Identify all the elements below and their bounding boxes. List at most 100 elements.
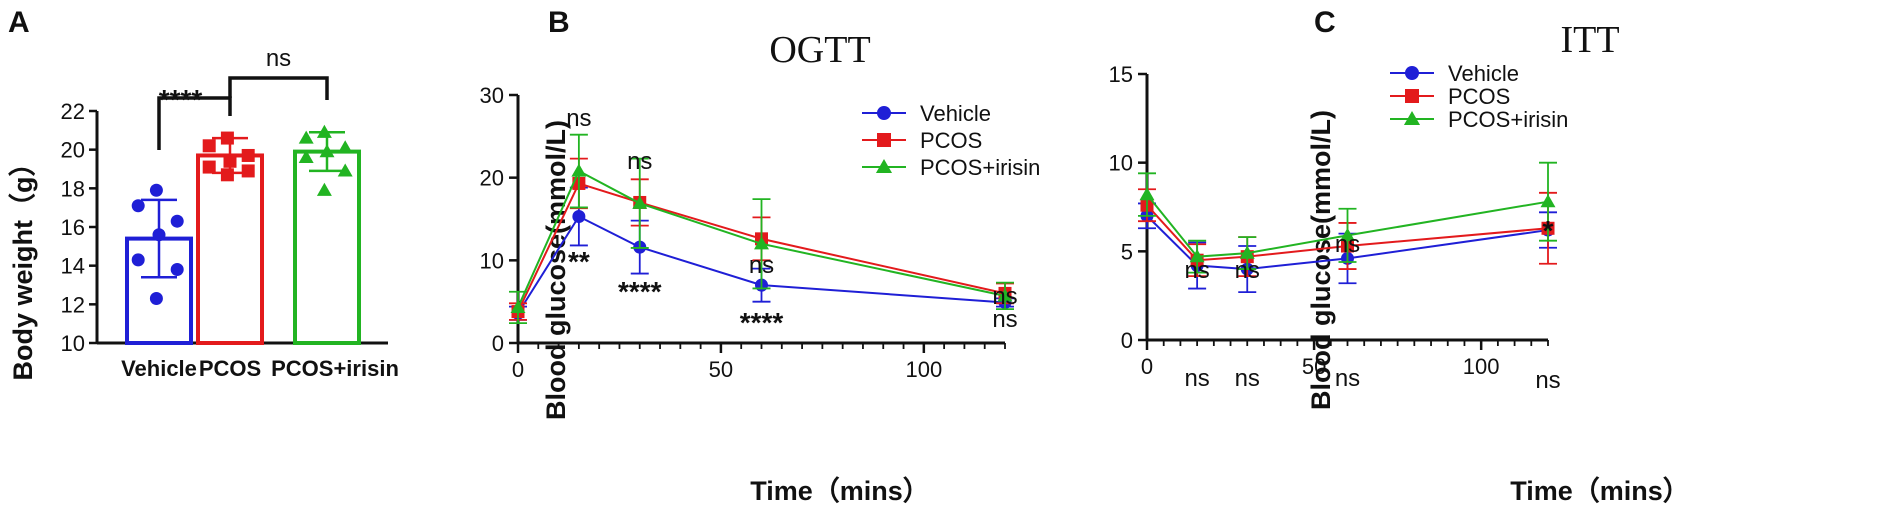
panel-c-legend-label: PCOS	[1448, 84, 1510, 109]
panel-a-ylabel: Body weight（g）	[8, 150, 38, 381]
panel-c-legend-marker	[1405, 89, 1419, 103]
panel-a-ytick-label: 10	[61, 331, 85, 356]
panel-c-xlabel: Time（mins）	[1510, 476, 1690, 506]
panel-a-category-label: PCOS	[199, 356, 261, 381]
panel-b-data-point	[997, 288, 1013, 302]
panel-b-legend-marker	[877, 106, 891, 120]
panel-c-annotation-above: ns	[1184, 257, 1209, 284]
panel-b-data-point	[510, 299, 526, 314]
panel-a-data-point	[170, 214, 184, 228]
panel-c-ytick-label: 15	[1109, 62, 1133, 87]
panel-a-data-point	[298, 130, 314, 144]
panel-a-data-point	[202, 160, 216, 174]
panel-a-data-point	[337, 140, 353, 154]
panel-a-data-point	[131, 199, 145, 213]
panel-a-data-point	[202, 139, 216, 153]
panel-a-data-point	[131, 253, 145, 267]
panel-a-category-label: Vehicle	[121, 356, 197, 381]
panel-b-ytick-label: 30	[480, 83, 504, 108]
panel-a-ytick-label: 22	[61, 99, 85, 124]
panel-b-ytick-label: 0	[492, 331, 504, 356]
panel-a-significance-label: ns	[266, 45, 291, 72]
panel-a-data-point	[220, 131, 234, 145]
panel-c-data-point	[1340, 227, 1355, 241]
panel-a-bar	[196, 153, 264, 345]
panel-c-data-point	[1239, 245, 1255, 259]
panel-c-xtick-label: 0	[1141, 354, 1153, 379]
panel-c-annotation-above: ns	[1335, 231, 1360, 258]
panel-a-data-point	[337, 163, 353, 177]
panel-c-data-point	[1540, 194, 1556, 208]
panel-b-annotation-above: ns	[992, 283, 1017, 310]
panel-a-data-point	[316, 124, 332, 138]
panel-b-annotation-below: ****	[618, 276, 662, 307]
panel-c-annotation-below: ns	[1184, 365, 1209, 392]
panel-letter-b: B	[548, 6, 570, 39]
panel-b-xtick-label: 100	[905, 357, 942, 382]
panel-b-legend-label: PCOS	[920, 128, 982, 153]
panel-c-legend-label: Vehicle	[1448, 61, 1519, 86]
panel-b-ytick-label: 20	[480, 166, 504, 191]
panel-b-data-point	[632, 195, 648, 209]
panel-b-annotation-below: **	[568, 246, 590, 277]
panel-b-legend-marker	[877, 133, 891, 147]
panel-c-xtick-label: 100	[1463, 354, 1500, 379]
panel-c-legend-marker	[1403, 110, 1421, 126]
panel-a-ytick-label: 16	[61, 215, 85, 240]
panel-b-ytick-label: 10	[480, 248, 504, 273]
panel-c-annotation-above: *	[1543, 215, 1554, 246]
panel-b-legend-label: Vehicle	[920, 101, 991, 126]
panel-b-xtick-label: 0	[512, 357, 524, 382]
panel-a-data-point	[223, 154, 237, 168]
panel-b-title: OGTT	[769, 29, 870, 71]
panel-b-xlabel: Time（mins）	[750, 476, 930, 506]
panel-a-data-point	[220, 168, 234, 182]
panel-b-legend-marker	[875, 158, 893, 174]
panel-b-data-point	[754, 236, 769, 250]
panel-a-data-point	[298, 149, 314, 164]
panel-a-ytick-label: 12	[61, 292, 85, 317]
panel-c-annotation-above: ns	[1235, 257, 1260, 284]
panel-a-comparison-bracket	[228, 76, 329, 100]
panel-b-legend-label: PCOS+irisin	[920, 155, 1040, 180]
panel-a-comparison-bracket	[157, 96, 232, 150]
panel-c-ytick-label: 0	[1121, 328, 1133, 353]
panel-letter-a: A	[8, 6, 30, 39]
panel-c-legend-marker	[1405, 66, 1419, 80]
panel-c-title: ITT	[1560, 19, 1619, 61]
panel-b-data-point	[572, 210, 586, 224]
panel-a-data-point	[241, 164, 255, 178]
panel-c-annotation-below: ns	[1235, 365, 1260, 392]
panel-a-category-label: PCOS+irisin	[271, 356, 399, 381]
panel-c-annotation-below: ns	[1335, 365, 1360, 392]
panel-a-data-point	[319, 144, 335, 158]
panel-a-data-point	[316, 182, 332, 196]
panel-a-bar	[293, 149, 361, 345]
panel-a-ytick-label: 14	[61, 254, 85, 279]
panel-b-xtick-label: 50	[709, 357, 733, 382]
panel-c-ytick-label: 10	[1109, 151, 1133, 176]
panel-a-bar-chart: 10 12 14 16 18 20 22 Vehicle PCOS PCOS+irisin ****…	[61, 45, 399, 381]
panel-b-annotation-below: ns	[992, 306, 1017, 333]
panel-b-annotation-below: ****	[740, 307, 784, 338]
panel-a-data-point	[152, 228, 166, 242]
panel-a-ytick-label: 18	[61, 176, 85, 201]
panel-b-annotation-above: ns	[749, 252, 774, 279]
panel-a-ytick-label: 20	[61, 138, 85, 163]
panel-c-data-point	[1189, 249, 1205, 263]
panel-c-xtick-label: 50	[1302, 354, 1326, 379]
panel-c-ytick-label: 5	[1121, 239, 1133, 264]
panel-a-data-point	[149, 183, 163, 197]
panel-b-data-point	[571, 163, 587, 177]
panel-c-data-point	[1139, 187, 1155, 201]
panel-b-annotation-above: ns	[627, 148, 652, 175]
panel-a-data-point	[149, 292, 163, 306]
panel-b-annotation-above: ns	[566, 105, 591, 132]
panel-a-significance-label: ****	[159, 84, 203, 115]
panel-letter-c: C	[1314, 6, 1336, 39]
panel-c-annotation-below: ns	[1535, 367, 1560, 394]
panel-a-data-point	[241, 148, 255, 162]
